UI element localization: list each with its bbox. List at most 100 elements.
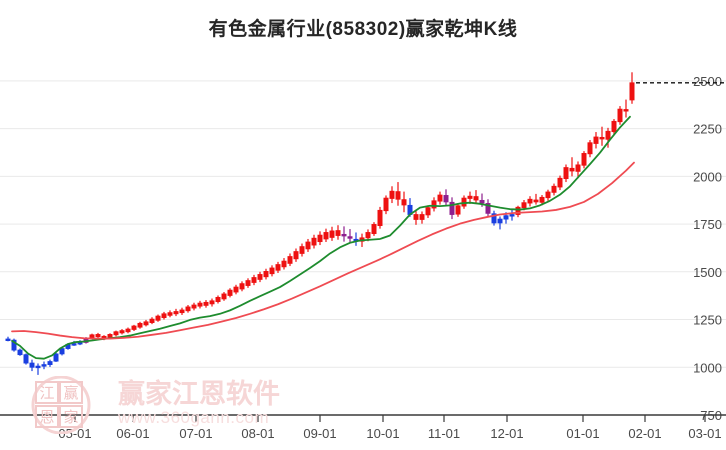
candle-body [155, 315, 161, 321]
x-axis-label-05-01: 05-01 [58, 426, 91, 441]
x-axis-label-03-01: 03-01 [688, 426, 721, 441]
candle-body [551, 185, 557, 193]
candle-body [557, 177, 563, 188]
candle-body [179, 309, 185, 314]
y-axis-label-1000: 1000 [693, 360, 722, 375]
candle-body [233, 286, 239, 293]
candle-body [209, 300, 215, 305]
candle-body [251, 277, 257, 283]
candle-body [479, 199, 485, 204]
candle-body [533, 199, 539, 203]
x-axis-label-06-01: 06-01 [116, 426, 149, 441]
candle-body [401, 199, 407, 206]
candle-body [269, 267, 275, 275]
candle-body [149, 318, 155, 323]
candle-body [47, 361, 53, 365]
candle-body [311, 237, 317, 246]
candle-body [329, 230, 335, 238]
candle-body [515, 206, 521, 215]
candle-body [185, 306, 191, 312]
candle-body [521, 202, 527, 209]
candle-body [131, 325, 137, 330]
x-axis-label-09-01: 09-01 [303, 426, 336, 441]
x-axis-label-02-01: 02-01 [628, 426, 661, 441]
y-axis-label-2250: 2250 [693, 122, 722, 137]
x-axis-label-01-01: 01-01 [566, 426, 599, 441]
candle-body [449, 201, 455, 215]
x-axis-label-07-01: 07-01 [179, 426, 212, 441]
candle-body [497, 218, 503, 224]
candle-body [617, 108, 623, 123]
candle-body [95, 334, 101, 338]
candle-body [41, 364, 47, 367]
candle-body [119, 330, 125, 334]
ma-line-1 [11, 161, 635, 340]
x-axis-label-11-01: 11-01 [428, 426, 460, 441]
candle-body [17, 349, 23, 356]
candle-body [599, 136, 605, 140]
candle-body [371, 224, 377, 235]
candle-body [107, 334, 113, 338]
candle-body [23, 354, 29, 364]
candle-body [425, 207, 431, 216]
candle-body [335, 230, 341, 236]
candle-body [539, 196, 545, 203]
candle-body [527, 198, 533, 204]
candle-body [137, 322, 143, 328]
candle-body [227, 289, 233, 296]
candle-body [575, 164, 581, 172]
candle-body [491, 213, 497, 224]
candle-body [419, 214, 425, 220]
candle-body [281, 260, 287, 268]
candle-body [245, 280, 251, 286]
candle-body [221, 293, 227, 300]
candle-body [413, 214, 419, 220]
candle-body [509, 214, 515, 217]
candle-body [503, 215, 509, 220]
candle-body [431, 200, 437, 209]
ma-line-0 [11, 115, 631, 360]
candle-body [593, 136, 599, 144]
x-axis-label-08-01: 08-01 [241, 426, 274, 441]
candle-body [197, 302, 203, 307]
candle-body [71, 343, 77, 346]
candle-body [29, 362, 35, 368]
x-axis-label-12-01: 12-01 [490, 426, 523, 441]
candle-body [581, 153, 587, 166]
candle-body [455, 205, 461, 215]
candle-body [323, 232, 329, 240]
candle-body [563, 167, 569, 180]
candle-body [215, 296, 221, 302]
candle-body [395, 191, 401, 200]
candle-body [623, 109, 629, 112]
y-axis-label-1250: 1250 [693, 313, 722, 328]
candle-body [437, 194, 443, 202]
y-axis-label-2000: 2000 [693, 169, 722, 184]
candle-body [443, 195, 449, 203]
candle-body [35, 365, 41, 369]
candle-body [389, 190, 395, 199]
candle-body [377, 209, 383, 226]
candle-body [287, 256, 293, 264]
candle-body [275, 264, 281, 271]
candle-body [461, 197, 467, 207]
y-axis-label-1750: 1750 [693, 217, 722, 232]
page-title: 有色金属行业(858302)赢家乾坤K线 [208, 19, 518, 40]
candle-body [305, 241, 311, 250]
candle-body [545, 191, 551, 199]
candle-body [257, 274, 263, 280]
candle-body [485, 203, 491, 214]
candle-body [569, 167, 575, 172]
candle-body [113, 331, 119, 336]
candlestick-series [5, 72, 635, 375]
candle-body [263, 271, 269, 278]
candle-body [587, 142, 593, 155]
candle-body [161, 313, 167, 319]
candle-body [383, 197, 389, 212]
candle-body [365, 232, 371, 239]
candle-body [173, 311, 179, 315]
candle-body [467, 195, 473, 199]
candle-body [59, 348, 65, 355]
